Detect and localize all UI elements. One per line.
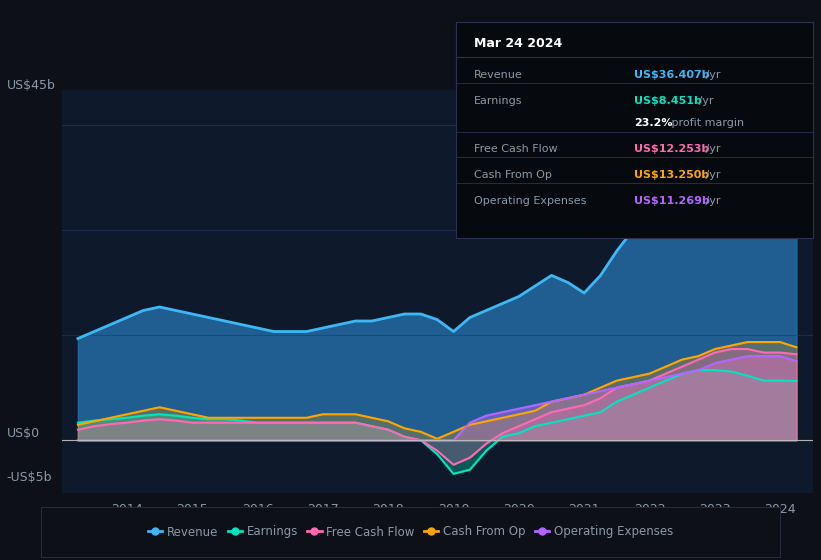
- Text: /yr: /yr: [702, 196, 721, 206]
- Text: US$13.250b: US$13.250b: [635, 170, 709, 180]
- Text: Revenue: Revenue: [474, 70, 522, 80]
- Text: /yr: /yr: [695, 96, 713, 106]
- Text: -US$5b: -US$5b: [7, 472, 52, 484]
- Text: Cash From Op: Cash From Op: [474, 170, 552, 180]
- Text: US$11.269b: US$11.269b: [635, 196, 710, 206]
- Text: Operating Expenses: Operating Expenses: [474, 196, 586, 206]
- Text: profit margin: profit margin: [668, 118, 745, 128]
- Legend: Revenue, Earnings, Free Cash Flow, Cash From Op, Operating Expenses: Revenue, Earnings, Free Cash Flow, Cash …: [143, 521, 678, 543]
- Text: /yr: /yr: [702, 144, 721, 154]
- Text: Mar 24 2024: Mar 24 2024: [474, 38, 562, 50]
- Text: US$0: US$0: [7, 427, 39, 440]
- Text: US$12.253b: US$12.253b: [635, 144, 709, 154]
- Text: /yr: /yr: [702, 70, 721, 80]
- Text: /yr: /yr: [702, 170, 721, 180]
- Text: Free Cash Flow: Free Cash Flow: [474, 144, 557, 154]
- Text: US$45b: US$45b: [7, 80, 56, 92]
- Text: Earnings: Earnings: [474, 96, 522, 106]
- Text: 23.2%: 23.2%: [635, 118, 672, 128]
- Text: US$36.407b: US$36.407b: [635, 70, 710, 80]
- Text: US$8.451b: US$8.451b: [635, 96, 702, 106]
